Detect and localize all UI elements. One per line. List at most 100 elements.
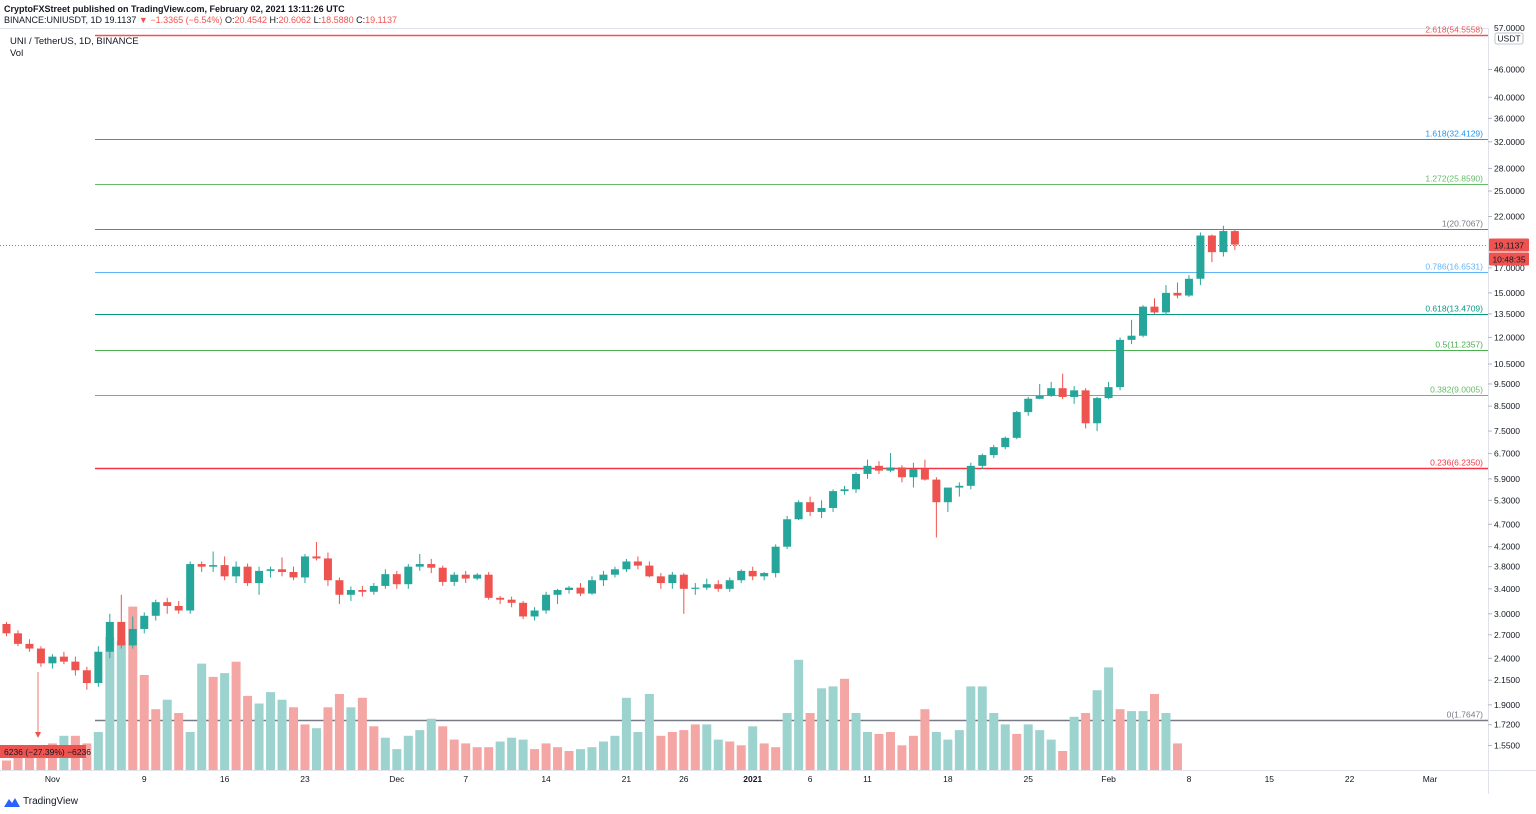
candle-77[interactable] — [886, 452, 895, 473]
candle-99[interactable] — [1139, 305, 1148, 338]
candle-68[interactable] — [783, 515, 792, 550]
candle-64[interactable] — [737, 569, 746, 584]
candle-35[interactable] — [404, 564, 413, 589]
candle-38[interactable] — [438, 565, 447, 586]
candle-4[interactable] — [48, 654, 57, 669]
candle-91[interactable] — [1047, 381, 1056, 397]
candle-61[interactable] — [702, 578, 711, 591]
candle-93[interactable] — [1070, 386, 1079, 404]
candle-96[interactable] — [1104, 381, 1113, 400]
candle-97[interactable] — [1116, 337, 1125, 391]
candle-102[interactable] — [1173, 282, 1182, 299]
candle-79[interactable] — [909, 462, 918, 488]
candle-11[interactable] — [128, 616, 137, 649]
candle-5[interactable] — [59, 651, 68, 665]
candle-51[interactable] — [587, 576, 596, 595]
candle-83[interactable] — [955, 482, 964, 497]
candle-27[interactable] — [312, 542, 321, 561]
candle-39[interactable] — [450, 571, 459, 586]
candle-45[interactable] — [519, 600, 528, 620]
candle-28[interactable] — [323, 552, 332, 586]
candle-67[interactable] — [771, 544, 780, 578]
candle-59[interactable] — [679, 573, 688, 614]
candle-66[interactable] — [760, 571, 769, 581]
candle-14[interactable] — [163, 597, 172, 614]
candle-86[interactable] — [989, 444, 998, 459]
candle-84[interactable] — [966, 462, 975, 490]
candle-107[interactable] — [1230, 229, 1239, 251]
candle-75[interactable] — [863, 459, 872, 479]
candle-74[interactable] — [852, 472, 861, 493]
candle-82[interactable] — [943, 487, 952, 512]
axis-unit-box[interactable] — [1494, 32, 1524, 45]
candle-47[interactable] — [542, 591, 551, 614]
candle-58[interactable] — [668, 571, 677, 589]
candle-60[interactable] — [691, 583, 700, 595]
candle-17[interactable] — [197, 561, 206, 572]
candle-72[interactable] — [829, 489, 838, 512]
candle-100[interactable] — [1150, 298, 1159, 314]
candle-16[interactable] — [186, 561, 195, 614]
candle-46[interactable] — [530, 607, 539, 621]
candle-85[interactable] — [978, 453, 987, 470]
candle-19[interactable] — [220, 556, 229, 581]
candle-26[interactable] — [300, 553, 309, 584]
candle-1[interactable] — [13, 630, 22, 647]
candle-31[interactable] — [358, 585, 367, 597]
candle-105[interactable] — [1207, 234, 1216, 263]
candle-30[interactable] — [346, 586, 355, 601]
candle-90[interactable] — [1035, 383, 1044, 400]
candle-80[interactable] — [920, 459, 929, 481]
candle-65[interactable] — [748, 566, 757, 581]
candle-44[interactable] — [507, 596, 516, 608]
candle-98[interactable] — [1127, 319, 1136, 345]
candle-24[interactable] — [278, 557, 287, 577]
candle-18[interactable] — [209, 551, 218, 572]
candle-15[interactable] — [174, 600, 183, 614]
candle-87[interactable] — [1001, 436, 1010, 450]
tradingview-brand[interactable]: TradingView — [4, 796, 78, 807]
candle-101[interactable] — [1161, 285, 1170, 316]
candle-12[interactable] — [140, 612, 149, 634]
candle-76[interactable] — [874, 461, 883, 474]
candle-23[interactable] — [266, 566, 275, 578]
candle-104[interactable] — [1196, 232, 1205, 286]
candle-50[interactable] — [576, 583, 585, 596]
candle-54[interactable] — [622, 558, 631, 572]
candle-7[interactable] — [82, 666, 91, 690]
candle-32[interactable] — [369, 583, 378, 595]
candle-33[interactable] — [381, 569, 390, 589]
candle-34[interactable] — [392, 570, 401, 589]
candle-36[interactable] — [415, 553, 424, 571]
candle-103[interactable] — [1184, 275, 1193, 297]
candle-56[interactable] — [645, 561, 654, 578]
candle-69[interactable] — [794, 500, 803, 521]
candle-62[interactable] — [714, 580, 723, 592]
candle-25[interactable] — [289, 566, 298, 581]
candle-43[interactable] — [496, 595, 505, 605]
candle-21[interactable] — [243, 563, 252, 586]
candle-13[interactable] — [151, 599, 160, 621]
candle-29[interactable] — [335, 577, 344, 605]
candle-94[interactable] — [1081, 388, 1090, 429]
candle-42[interactable] — [484, 571, 493, 600]
candle-49[interactable] — [565, 585, 574, 594]
candle-106[interactable] — [1219, 225, 1228, 257]
candle-3[interactable] — [36, 646, 45, 667]
candle-37[interactable] — [427, 558, 436, 574]
candle-73[interactable] — [840, 485, 849, 495]
candle-70[interactable] — [806, 496, 815, 516]
candle-53[interactable] — [610, 566, 619, 578]
candle-81[interactable] — [932, 477, 941, 538]
candle-52[interactable] — [599, 570, 608, 586]
candle-57[interactable] — [656, 573, 665, 589]
candle-48[interactable] — [553, 588, 562, 605]
candle-40[interactable] — [461, 570, 470, 584]
candle-0[interactable] — [2, 621, 11, 637]
candle-9[interactable] — [105, 613, 114, 659]
candle-63[interactable] — [725, 577, 734, 592]
candle-78[interactable] — [897, 465, 906, 483]
candle-10[interactable] — [117, 594, 126, 649]
candle-71[interactable] — [817, 500, 826, 519]
